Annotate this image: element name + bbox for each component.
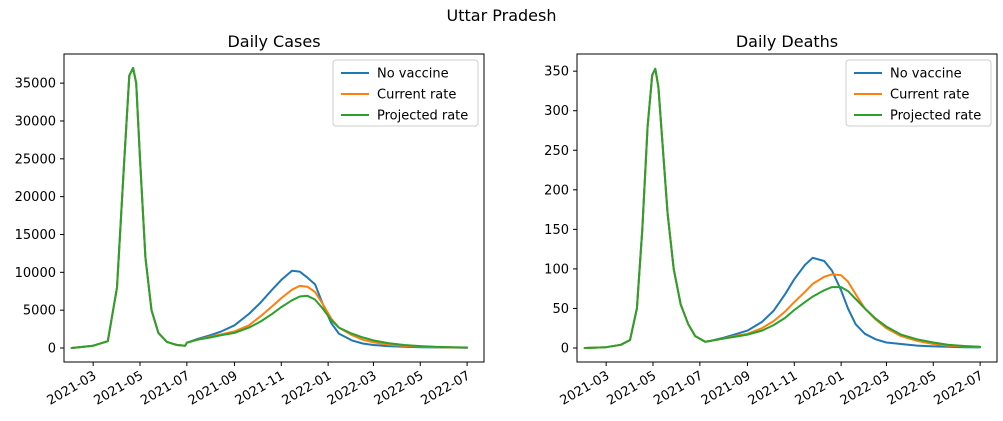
chart-panel-1: Daily Cases 0 5000 10000 15000 20000 25000 3000… — [15, 32, 485, 409]
y-tick-label: 50 — [552, 302, 569, 317]
legend-label: Current rate — [890, 88, 969, 103]
x-tick-label: 2021-11 — [233, 368, 288, 408]
x-tick-label: 2021-07 — [138, 368, 193, 408]
x-tick-label: 2022-05 — [885, 368, 940, 408]
chart-title: Daily Deaths — [736, 32, 838, 51]
y-tick-label: 5000 — [23, 304, 56, 319]
x-tick-label: 2022-03 — [325, 368, 380, 408]
legend-box — [845, 59, 992, 127]
chart-panel-2: Daily Deaths 0 50 100 150 200 250 300 350 2021-03… — [544, 32, 998, 409]
legend-label: No vaccine — [890, 67, 962, 82]
y-tick-label: 10000 — [15, 266, 56, 281]
x-tick-label: 2021-03 — [558, 368, 613, 408]
x-tick-label: 2021-11 — [746, 368, 801, 408]
y-tick-label: 20000 — [15, 190, 56, 205]
x-tick-label: 2021-09 — [699, 368, 754, 408]
x-tick-label: 2021-05 — [91, 368, 146, 408]
legend-label: No vaccine — [377, 67, 449, 82]
x-tick-label: 2021-05 — [604, 368, 659, 408]
y-tick-label: 25000 — [15, 152, 56, 167]
y-tick-label: 0 — [561, 342, 569, 357]
y-tick-label: 35000 — [15, 77, 56, 92]
legend: No vaccine Current rate Projected rate — [332, 59, 479, 127]
x-tick-label: 2022-01 — [280, 368, 335, 408]
x-tick-label: 2021-07 — [651, 368, 706, 408]
x-tick-label: 2022-03 — [838, 368, 893, 408]
y-tick-label: 100 — [544, 262, 569, 277]
y-tick-label: 150 — [544, 223, 569, 238]
axes-frame — [576, 53, 998, 363]
x-tick-label: 2021-09 — [186, 368, 241, 408]
legend-label: Projected rate — [890, 109, 981, 124]
x-tick-label: 2022-07 — [932, 368, 987, 408]
legend-label: Current rate — [377, 88, 456, 103]
y-tick-label: 30000 — [15, 114, 56, 129]
x-tick-label: 2022-01 — [793, 368, 848, 408]
legend: No vaccine Current rate Projected rate — [845, 59, 992, 127]
legend-label: Projected rate — [377, 109, 468, 124]
y-tick-label: 200 — [544, 183, 569, 198]
series-line-3 — [583, 67, 982, 349]
legend-box — [332, 59, 479, 127]
x-tick-label: 2021-03 — [45, 368, 100, 408]
y-tick-label: 0 — [48, 342, 56, 357]
y-tick-label: 15000 — [15, 228, 56, 243]
y-tick-label: 350 — [544, 65, 569, 80]
axes-frame — [63, 53, 485, 363]
series-line-3 — [70, 67, 469, 349]
y-tick-label: 300 — [544, 104, 569, 119]
x-tick-label: 2022-07 — [419, 368, 474, 408]
y-tick-label: 250 — [544, 144, 569, 159]
x-tick-label: 2022-05 — [372, 368, 427, 408]
figure-suptitle: Uttar Pradesh — [446, 6, 557, 25]
chart-title: Daily Cases — [227, 32, 320, 51]
